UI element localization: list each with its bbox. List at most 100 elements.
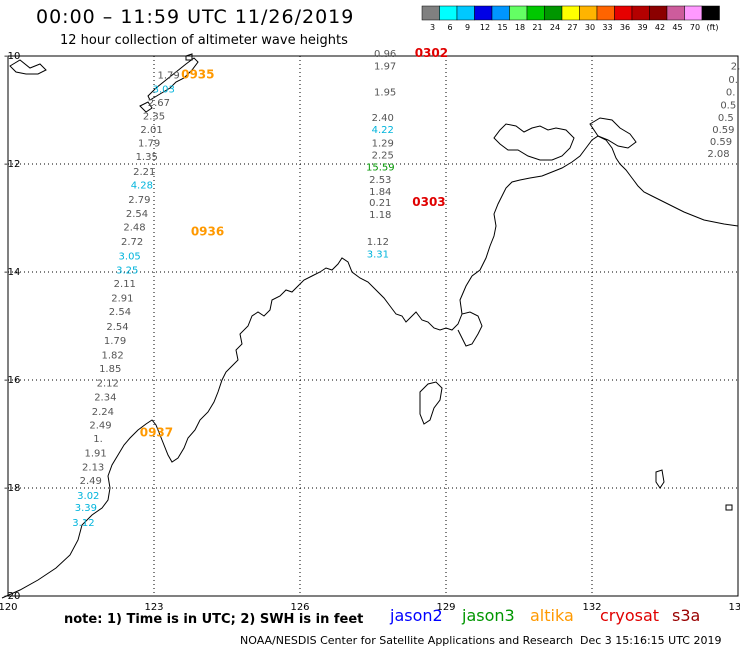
colorbar-label: 21	[532, 23, 542, 32]
colorbar-swatch	[491, 5, 510, 21]
latitude-label: -14	[4, 267, 20, 278]
colorbar-swatch	[456, 5, 475, 21]
colorbar-swatch	[684, 5, 703, 21]
colorbar-swatch	[701, 5, 720, 21]
colorbar-label: 6	[447, 23, 452, 32]
colorbar-swatch	[421, 5, 440, 21]
swh-observation: 2.54	[109, 307, 131, 318]
swh-observation: 2.	[731, 62, 740, 73]
map-subtitle: 12 hour collection of altimeter wave hei…	[60, 33, 348, 48]
coastline-offshore-island-3	[725, 504, 733, 511]
swh-observation: 2.72	[121, 237, 143, 248]
legend-cryosat: cryosat	[600, 606, 660, 625]
latitude-label: -12	[4, 159, 20, 170]
swh-observation: 15.59	[366, 162, 395, 173]
swh-observation: 4.22	[372, 125, 394, 136]
swh-observation: 1.	[93, 434, 103, 445]
swh-observation: 0.	[728, 75, 738, 86]
pass-time-label: 0302	[415, 46, 448, 60]
swh-observation: 1.84	[369, 187, 391, 198]
swh-observation: 2.24	[92, 407, 114, 418]
latitude-label: -18	[4, 483, 20, 494]
coastline-kimberley-islands	[419, 381, 443, 425]
lat-lon-grid: 120 123 126 129 132 135 -10 -12 -14 -16 -18 -20	[0, 51, 740, 613]
swh-observation: 1.29	[372, 139, 394, 150]
colorbar-label: 18	[515, 23, 525, 32]
latitude-label: -20	[4, 591, 20, 602]
swh-observation: 1.18	[369, 210, 391, 221]
wave-height-observations: 1.79 3.03 2.67 2.35 2.01 1.79 1.35 2.21 4.28 2.79…	[72, 46, 740, 529]
colorbar-swatch	[666, 5, 685, 21]
footer-credit: NOAA/NESDIS Center for Satellite Applica…	[240, 634, 574, 647]
legend-s3a: s3a	[672, 606, 701, 625]
colorbar-swatch	[509, 5, 528, 21]
swh-observation: 0.96	[374, 49, 396, 60]
longitude-label: 123	[144, 602, 163, 613]
swh-observation: 3.03	[153, 85, 175, 96]
longitude-label: 120	[0, 602, 18, 613]
coastline-offshore-island-2	[185, 53, 193, 61]
swh-observation: 2.67	[148, 98, 170, 109]
swh-observation: 1.97	[374, 62, 396, 73]
colorbar-label: 39	[637, 23, 647, 32]
colorbar-label: 70	[690, 23, 700, 32]
colorbar-swatch	[474, 5, 493, 21]
swh-observation: 2.08	[707, 149, 729, 160]
pass-time-label: 0937	[140, 426, 173, 440]
swh-observation: 0.59	[712, 125, 734, 136]
swh-observation: 2.12	[97, 378, 119, 389]
colorbar-swatch	[579, 5, 598, 21]
legend-jason2: jason2	[390, 606, 443, 625]
latitude-label: -10	[4, 51, 20, 62]
coastline-rote-island	[139, 101, 153, 113]
colorbar-swatch	[631, 5, 650, 21]
swh-observation: 1.35	[136, 152, 158, 163]
legend-jason3: jason3	[462, 606, 515, 625]
swh-observation: 3.39	[75, 503, 97, 514]
swh-observation: 4.28	[131, 180, 153, 191]
swh-observation: 1.79	[104, 336, 126, 347]
latitude-label: -16	[4, 375, 20, 386]
coastline-sumba	[9, 59, 47, 75]
swh-observation: 3.12	[72, 518, 94, 529]
swh-observation: 1.79	[157, 71, 179, 82]
swh-observation: 1.82	[102, 350, 124, 361]
colorbar-swatch	[561, 5, 580, 21]
colorbar-label: 36	[620, 23, 630, 32]
colorbar-label: 45	[672, 23, 682, 32]
pass-time-label: 0936	[191, 224, 224, 238]
swh-observation: 0.59	[710, 137, 732, 148]
coastline-timor	[147, 57, 199, 101]
longitude-label: 135	[728, 602, 740, 613]
swh-observation: 0.21	[369, 198, 391, 209]
swh-observation: 2.13	[82, 463, 104, 474]
swh-observation: 2.54	[106, 322, 128, 333]
colorbar-swatch	[596, 5, 615, 21]
swh-observation: 2.54	[126, 209, 148, 220]
swh-observation: 3.31	[367, 249, 389, 260]
swh-observation: 2.35	[143, 112, 165, 123]
swh-observation: 2.11	[114, 279, 136, 290]
coastline-western-australia	[1, 257, 483, 599]
footer-note: note: 1) Time is in UTC; 2) SWH is in fe…	[64, 612, 364, 627]
swh-observation: 0.5	[718, 113, 734, 124]
colorbar-label: 3	[430, 23, 435, 32]
colorbar-label: 15	[497, 23, 507, 32]
swh-observation: 2.40	[372, 113, 394, 124]
swh-observation: 3.05	[119, 252, 141, 263]
swh-observation: 3.25	[116, 266, 138, 277]
swh-observation: 1.91	[84, 449, 106, 460]
swh-observation: 0.5	[720, 100, 736, 111]
longitude-label: 126	[290, 602, 309, 613]
swh-observation: 1.79	[138, 139, 160, 150]
colorbar-label: 9	[465, 23, 470, 32]
swh-observation: 1.85	[99, 364, 121, 375]
colorbar-swatch	[526, 5, 545, 21]
swh-observation: 2.01	[140, 125, 162, 136]
coastline-northern-territory	[459, 135, 739, 315]
pass-time-label: 0935	[181, 68, 214, 82]
swh-observation: 3.02	[77, 491, 99, 502]
colorbar-label: 27	[567, 23, 577, 32]
coastline-tiwi-islands	[493, 123, 575, 161]
swh-observation: 2.48	[123, 222, 145, 233]
